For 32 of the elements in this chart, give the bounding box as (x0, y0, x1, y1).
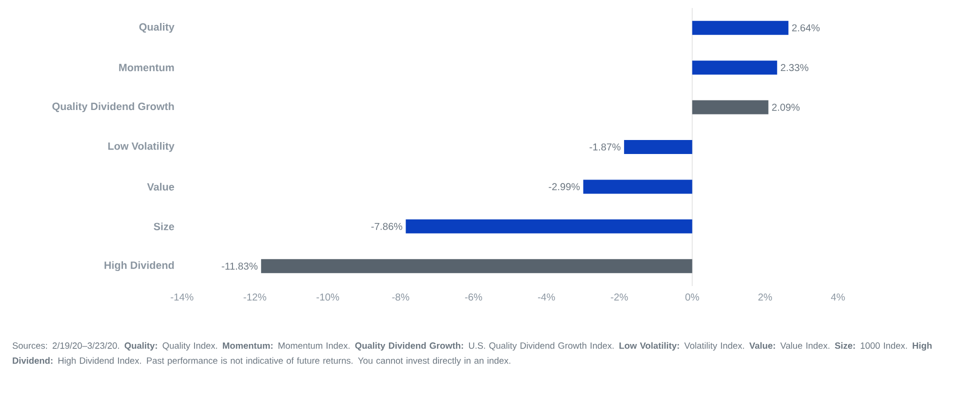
y-tick-label: Value (147, 182, 174, 191)
x-tick-label: -12% (244, 294, 266, 301)
y-tick-label: Quality Dividend Growth (52, 102, 174, 112)
x-tick-label: -10% (316, 294, 340, 301)
text: Sources: 2/19/20–3/23/20. Quality: Quality Index. Momentum: Momentum Index. Quality Dividend Growth: U.S. Quality Dividend Growth Index. Low Volatility: Volatility Index. Value: Value Index. Size: 1000 Index. High Dividend: High Dividend Index. Past performance is not indicative of future returns. You cannot invest directly in an index. (12, 342, 932, 366)
data-label: 2.33% (780, 64, 808, 72)
y-tick-label: Momentum (119, 64, 174, 72)
data-label: -1.87% (590, 143, 621, 151)
y-tick-label: Low Volatility (108, 142, 174, 152)
x-tick-label: 4% (831, 294, 845, 301)
bar (261, 259, 692, 274)
bar (406, 219, 692, 234)
x-tick-label: 2% (758, 294, 772, 301)
x-tick-label: -2% (610, 294, 628, 301)
data-label: 2.64% (792, 24, 820, 32)
data-label: -2.99% (548, 183, 580, 190)
bar (692, 60, 778, 75)
data-label: -7.86% (371, 222, 402, 230)
x-tick-label: -8% (392, 294, 410, 301)
bar (583, 180, 692, 194)
y-tick-label: High Dividend (104, 261, 174, 272)
x-tick-label: -14% (170, 294, 194, 301)
bar (692, 100, 768, 114)
bar (624, 140, 692, 154)
data-label: 2.09% (772, 104, 800, 111)
bar (692, 20, 788, 35)
x-tick-label: -6% (465, 294, 482, 301)
x-tick-label: -4% (538, 294, 555, 301)
y-tick-label: Size (154, 222, 174, 230)
data-label: -11.83% (222, 262, 258, 270)
y-tick-label: Quality (139, 22, 174, 33)
x-tick-label: 0% (685, 294, 700, 301)
